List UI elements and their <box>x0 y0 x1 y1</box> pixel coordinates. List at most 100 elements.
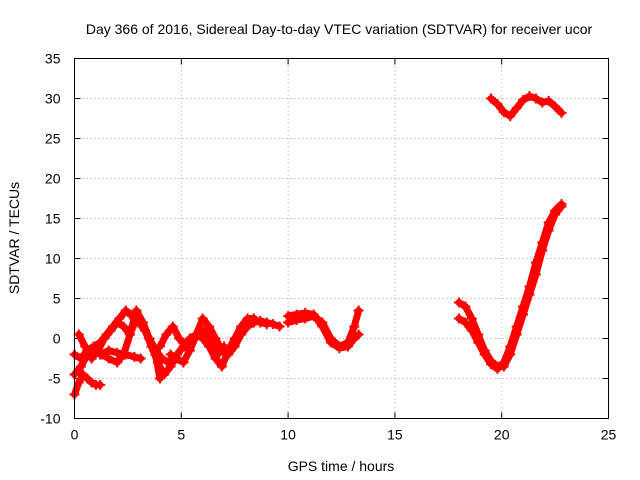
data-point <box>97 349 108 360</box>
data-point <box>261 317 272 328</box>
data-point <box>353 305 364 316</box>
data-point <box>125 329 136 340</box>
data-point <box>518 95 529 106</box>
data-point <box>274 321 285 332</box>
data-point <box>99 333 110 344</box>
y-tick-label: 5 <box>53 291 61 307</box>
data-point <box>223 349 234 360</box>
data-point <box>550 205 561 216</box>
data-point <box>172 353 183 364</box>
data-point <box>165 361 176 372</box>
x-tick-label: 10 <box>280 427 296 443</box>
data-point <box>325 337 336 348</box>
y-tick-label: 35 <box>45 51 61 67</box>
data-point <box>537 97 548 108</box>
data-point <box>216 345 227 356</box>
data-point <box>236 329 247 340</box>
y-tick-label: 10 <box>45 251 61 267</box>
data-point <box>511 321 522 332</box>
data-point <box>73 329 84 340</box>
y-tick-label: 25 <box>45 131 61 147</box>
data-point <box>152 357 163 368</box>
data-point <box>460 301 471 312</box>
x-tick-label: 25 <box>601 427 617 443</box>
data-point <box>524 281 535 292</box>
data-point <box>518 301 529 312</box>
data-point <box>317 321 328 332</box>
data-point <box>543 217 554 228</box>
data-point <box>129 351 140 362</box>
data-point <box>353 329 364 340</box>
data-point <box>161 329 172 340</box>
y-tick-label: -5 <box>48 371 61 387</box>
data-point <box>283 311 294 322</box>
data-point <box>242 321 253 332</box>
data-point <box>178 357 189 368</box>
data-point <box>118 349 129 360</box>
data-point <box>90 341 101 352</box>
data-point <box>105 325 116 336</box>
data-point <box>453 297 464 308</box>
data-point <box>460 317 471 328</box>
data-point <box>133 317 144 328</box>
data-point <box>543 95 554 106</box>
data-point <box>492 363 503 374</box>
data-point <box>135 353 146 364</box>
y-tick-label: 0 <box>53 331 61 347</box>
axis-ticks: 0 5 10 15 20 25 -10 -5 0 5 10 15 20 25 30 35 <box>40 51 616 443</box>
data-point <box>498 357 509 368</box>
data-point <box>248 317 259 328</box>
data-point <box>80 341 91 352</box>
x-axis-label: GPS time / hours <box>288 458 395 474</box>
data-point <box>167 321 178 332</box>
data-point <box>191 329 202 340</box>
data-point <box>112 317 123 328</box>
y-tick-label: 15 <box>45 211 61 227</box>
data-point <box>466 325 477 336</box>
data-series <box>69 91 567 400</box>
data-point <box>466 313 477 324</box>
data-point <box>165 349 176 360</box>
data-point <box>103 353 114 364</box>
data-point <box>556 199 567 210</box>
data-point <box>505 111 516 122</box>
data-point <box>154 341 165 352</box>
data-point <box>308 309 319 320</box>
data-point <box>530 257 541 268</box>
data-point <box>505 341 516 352</box>
x-tick-label: 15 <box>387 427 403 443</box>
data-point <box>530 93 541 104</box>
chart-title: Day 366 of 2016, Sidereal Day-to-day VTE… <box>86 21 593 37</box>
data-point <box>511 103 522 114</box>
data-point <box>184 345 195 356</box>
data-point <box>492 99 503 110</box>
data-point <box>453 313 464 324</box>
x-tick-label: 5 <box>177 427 185 443</box>
data-point <box>174 333 185 344</box>
data-point <box>197 313 208 324</box>
plot-frame <box>74 58 609 419</box>
data-point <box>255 315 266 326</box>
data-point <box>498 107 509 118</box>
data-point <box>159 369 170 380</box>
data-point <box>118 321 129 332</box>
data-point <box>73 377 84 388</box>
y-tick-label: -10 <box>40 411 60 427</box>
data-point <box>204 321 215 332</box>
data-point <box>75 353 86 364</box>
x-tick-label: 20 <box>494 427 510 443</box>
y-tick-label: 30 <box>45 91 61 107</box>
data-point <box>229 341 240 352</box>
data-point <box>210 333 221 344</box>
data-point <box>486 93 497 104</box>
data-point <box>86 353 97 364</box>
data-point <box>486 359 497 370</box>
data-point <box>550 101 561 112</box>
data-point <box>112 357 123 368</box>
data-point <box>479 349 490 360</box>
data-point <box>146 341 157 352</box>
data-point <box>556 107 567 118</box>
data-point <box>524 91 535 102</box>
data-point <box>473 337 484 348</box>
